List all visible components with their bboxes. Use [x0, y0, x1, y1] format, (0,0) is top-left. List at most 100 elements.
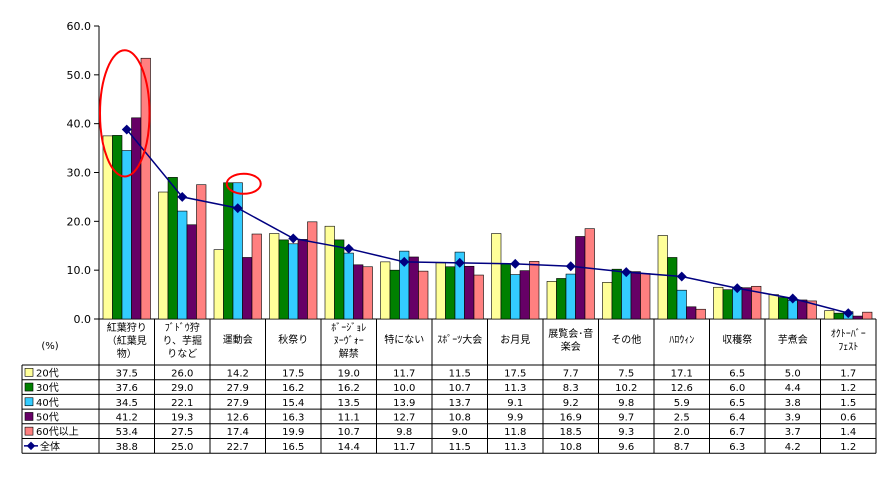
bar	[213, 249, 224, 320]
category-label: 楽会	[561, 340, 581, 353]
bar	[741, 287, 752, 320]
data-label: 11.8	[504, 427, 526, 438]
bar	[445, 266, 456, 320]
legend-label: 50代	[36, 411, 59, 423]
data-label: 10.0	[393, 383, 415, 394]
category-label: 秋祭り	[278, 333, 308, 346]
data-label: 10.7	[449, 383, 471, 394]
data-label: 8.3	[563, 383, 579, 394]
category-label: 芋煮会	[778, 333, 808, 346]
category-label: （紅葉見	[107, 334, 147, 347]
data-label: 9.0	[452, 427, 468, 438]
bar	[269, 233, 280, 320]
data-label: 14.2	[227, 368, 249, 379]
data-label: 38.8	[116, 442, 138, 453]
data-label: 18.5	[560, 427, 582, 438]
overall-point	[232, 203, 243, 214]
data-label: 11.5	[449, 442, 471, 453]
overall-point	[121, 124, 132, 135]
legend-key	[24, 426, 34, 436]
bar	[806, 300, 817, 320]
bar	[177, 210, 188, 320]
data-label: 12.6	[227, 412, 249, 423]
bar	[158, 191, 169, 320]
bars	[102, 57, 873, 320]
data-label: 10.2	[615, 383, 637, 394]
overall-point	[454, 257, 465, 268]
legend-key	[24, 368, 34, 377]
overall-point	[510, 258, 521, 269]
highlight-ellipse	[225, 172, 262, 195]
bar	[334, 239, 345, 320]
bar	[519, 270, 530, 320]
category-label: ﾊﾛｳｨﾝ	[669, 334, 694, 346]
category-label: 解禁	[339, 347, 359, 360]
bar	[529, 261, 540, 320]
data-label: 11.3	[504, 442, 526, 453]
category-label: 展覧会･音	[548, 327, 593, 340]
data-label: 0.6	[840, 412, 856, 423]
bar	[500, 263, 511, 320]
bar	[131, 117, 142, 320]
data-label: 27.5	[171, 427, 193, 438]
data-label: 3.9	[785, 412, 801, 423]
data-label: 53.4	[116, 427, 138, 438]
bar	[242, 257, 253, 320]
bar	[223, 182, 234, 320]
bar	[418, 270, 429, 320]
data-label: 1.2	[840, 383, 856, 394]
data-label: 9.8	[618, 398, 634, 409]
bar	[324, 225, 335, 320]
legend-key	[24, 382, 34, 392]
annotations	[99, 49, 262, 195]
category-label: 物）	[117, 347, 137, 360]
data-label: 3.7	[785, 427, 801, 438]
bar	[491, 233, 502, 320]
data-label: 6.7	[729, 427, 745, 438]
bar	[435, 262, 446, 320]
category-label: 特にない	[384, 334, 424, 346]
category-label: 運動会	[223, 333, 253, 346]
bar	[862, 311, 873, 320]
data-label: 4.4	[785, 383, 801, 394]
legend-key	[24, 412, 34, 421]
data-label: 22.1	[171, 398, 193, 409]
category-label: ﾎﾞｰｼﾞｮﾚ	[331, 322, 366, 334]
data-label: 12.6	[671, 383, 693, 394]
data-label: 9.1	[507, 398, 523, 409]
data-label: 11.3	[504, 383, 526, 394]
y-tick-label: 10.0	[67, 264, 92, 277]
bar	[288, 243, 299, 320]
bar	[297, 239, 308, 320]
data-label: 9.7	[618, 412, 634, 423]
data-label: 9.9	[507, 412, 523, 423]
bar	[408, 256, 419, 320]
data-label: 34.5	[116, 398, 138, 409]
legend-key	[24, 397, 34, 407]
bar	[278, 239, 289, 320]
data-label: 27.9	[227, 398, 249, 409]
category-label: りなど	[167, 348, 197, 360]
bar	[389, 269, 400, 320]
category-label: ｵｸﾄｰﾊﾞｰ	[831, 328, 866, 340]
bar	[565, 273, 576, 320]
data-label: 41.2	[116, 412, 138, 423]
bar	[140, 57, 151, 320]
data-label: 13.5	[338, 398, 360, 409]
y-tick-label: 50.0	[67, 69, 92, 82]
bar	[112, 135, 123, 320]
category-label: ｽﾎﾟｰﾂ大会	[437, 333, 482, 346]
bar	[768, 294, 779, 320]
category-label: その他	[611, 333, 641, 346]
bar	[676, 289, 687, 320]
data-label: 26.0	[171, 368, 193, 379]
data-label: 13.7	[449, 398, 471, 409]
data-label: 5.0	[785, 368, 801, 379]
bar	[602, 282, 613, 320]
data-label: 37.6	[116, 383, 138, 394]
data-label: 29.0	[171, 383, 193, 394]
data-label: 6.5	[729, 368, 745, 379]
bar	[546, 281, 557, 320]
y-tick-label: 0.0	[74, 313, 92, 326]
